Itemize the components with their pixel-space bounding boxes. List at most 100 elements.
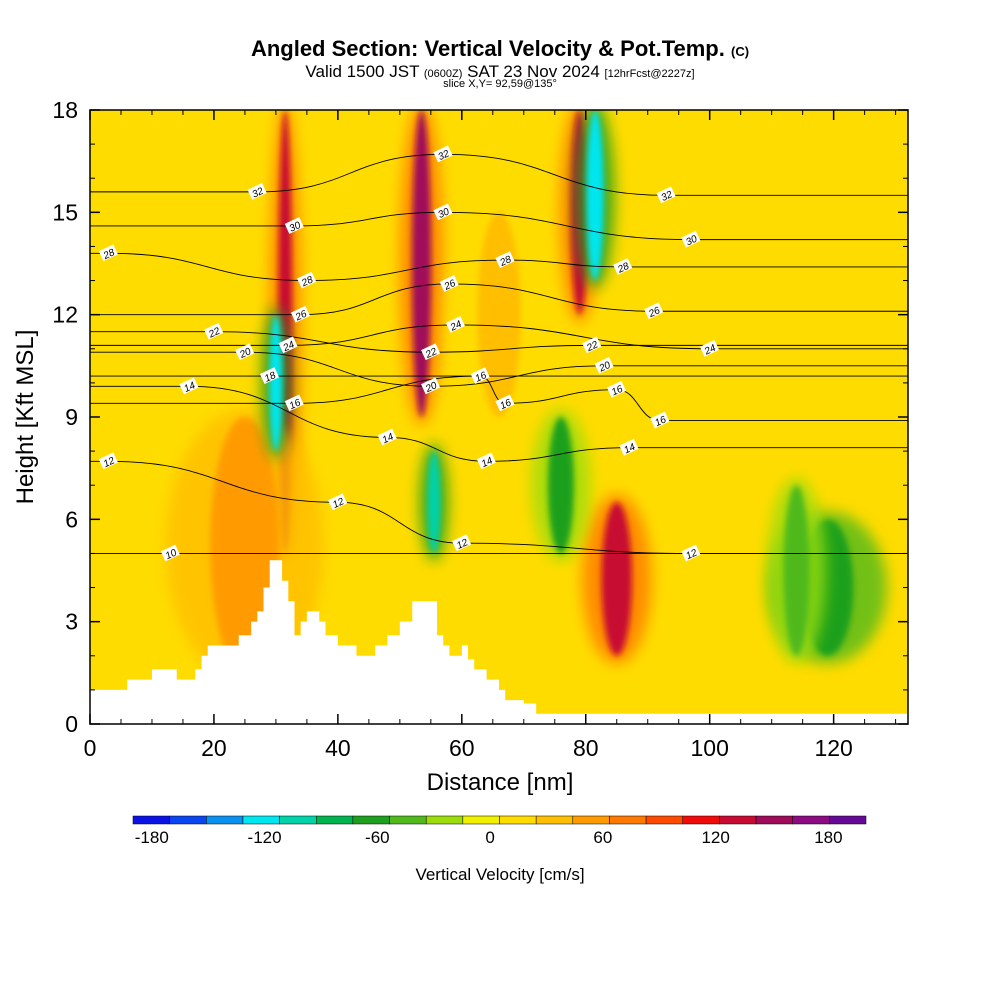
contour-label: 26 [290, 305, 311, 324]
contour-labels: 10 12 12 12 12 14 14 14 14 16 16 16 16 16 18 20 20 20 22 22… [98, 145, 720, 562]
plot-area [90, 110, 908, 724]
svg-text:14: 14 [182, 380, 197, 395]
colorbar-swatch [169, 815, 207, 825]
x-tick-label: 80 [573, 735, 599, 761]
colorbar-swatch [682, 815, 720, 825]
chart-title: Angled Section: Vertical Velocity & Pot.… [250, 36, 750, 61]
svg-text:10: 10 [164, 547, 179, 562]
svg-text:30: 30 [288, 220, 303, 235]
svg-text:20: 20 [237, 346, 253, 361]
contour-label: 28 [495, 251, 515, 269]
svg-text:24: 24 [448, 319, 464, 334]
colorbar-swatch [352, 815, 390, 825]
contour-label: 12 [98, 452, 118, 470]
contour-label: 10 [160, 544, 180, 562]
svg-text:16: 16 [474, 370, 489, 385]
y-tick-label: 3 [65, 609, 78, 635]
contour-label: 20 [235, 343, 255, 361]
y-tick-label: 18 [52, 97, 78, 123]
contour-label: 14 [619, 438, 639, 457]
x-tick-label: 0 [84, 735, 97, 761]
colorbar-tick-label: -120 [248, 828, 282, 847]
contour-label: 16 [650, 411, 670, 429]
y-tick-label: 9 [65, 404, 78, 430]
x-tick-label: 40 [325, 735, 351, 761]
svg-text:22: 22 [206, 326, 222, 341]
colorbar-swatch [389, 815, 427, 825]
y-tick-label: 12 [52, 302, 78, 328]
colorbar-swatch [206, 815, 244, 825]
colorbar-swatch [572, 815, 610, 825]
svg-text:22: 22 [423, 346, 439, 361]
colorbar-swatch [316, 815, 354, 825]
contour-label: 14 [377, 428, 397, 446]
updraft-core [477, 212, 521, 417]
updraft-core [411, 110, 432, 417]
colorbar-tick-label: 60 [593, 828, 612, 847]
contour-label: 16 [470, 367, 490, 385]
svg-text:14: 14 [381, 431, 396, 446]
colorbar-tick-label: -180 [135, 828, 169, 847]
colorbar-swatch [609, 815, 647, 825]
contour-label: 20 [594, 357, 614, 375]
slice-info: slice X,Y= 92,59@135° [443, 78, 557, 90]
svg-text:24: 24 [281, 339, 297, 354]
svg-text:16: 16 [288, 397, 303, 412]
y-axis-label: Height [Kft MSL] [12, 330, 39, 505]
y-tick-label: 0 [65, 711, 78, 737]
contour-label: 30 [433, 203, 453, 221]
contour-label: 20 [421, 377, 441, 395]
svg-text:14: 14 [622, 442, 637, 457]
colorbar-label: Vertical Velocity [cm/s] [415, 865, 584, 884]
theta-contour-24 [90, 324, 908, 350]
svg-text:24: 24 [702, 343, 718, 358]
contour-label: 28 [98, 244, 118, 262]
colorbar-tick-label: 180 [814, 828, 842, 847]
contour-label: 14 [476, 452, 496, 470]
svg-text:32: 32 [251, 186, 266, 201]
downdraft-core [427, 451, 441, 554]
svg-text:18: 18 [263, 370, 278, 385]
contour-label: 26 [439, 275, 459, 293]
colorbar-swatch [425, 815, 464, 825]
downdraft-core [547, 417, 574, 554]
contour-label: 32 [433, 145, 453, 163]
contour-label: 16 [284, 394, 304, 412]
x-tick-label: 120 [814, 735, 852, 761]
contour-label: 18 [259, 367, 280, 385]
svg-text:32: 32 [436, 148, 451, 163]
svg-text:20: 20 [597, 360, 613, 375]
svg-text:26: 26 [442, 278, 458, 293]
colorbar-swatch [719, 815, 757, 825]
theta-contour-28 [90, 252, 908, 282]
contour-label: 22 [204, 322, 224, 341]
contour-label: 32 [656, 186, 676, 204]
theta-contour-30 [90, 211, 908, 241]
colorbar-tick-label: 0 [485, 828, 494, 847]
svg-text:28: 28 [101, 247, 117, 262]
svg-text:14: 14 [480, 455, 495, 470]
svg-text:28: 28 [498, 254, 514, 269]
colorbar-swatch [829, 815, 867, 825]
theta-contour-32 [90, 153, 908, 196]
contour-label: 16 [606, 380, 627, 399]
contour-label: 12 [328, 493, 348, 511]
x-tick-label: 60 [449, 735, 475, 761]
svg-text:26: 26 [646, 305, 662, 320]
y-tick-label: 15 [52, 199, 78, 225]
svg-text:28: 28 [615, 261, 631, 276]
colorbar-swatch [792, 815, 830, 825]
theta-contour-26 [90, 283, 908, 316]
svg-text:16: 16 [498, 397, 513, 412]
axes: 0 20 40 60 80 100 120 0 3 6 9 12 15 18 [52, 97, 908, 761]
y-tick-label: 6 [65, 506, 78, 532]
svg-text:30: 30 [684, 233, 699, 248]
downdraft-core [783, 485, 810, 656]
contour-label: 22 [421, 343, 441, 361]
contour-label: 30 [681, 230, 701, 248]
svg-text:16: 16 [610, 384, 625, 399]
downdraft-core [269, 314, 283, 452]
terrain [90, 560, 908, 724]
contour-label: 28 [297, 271, 317, 290]
